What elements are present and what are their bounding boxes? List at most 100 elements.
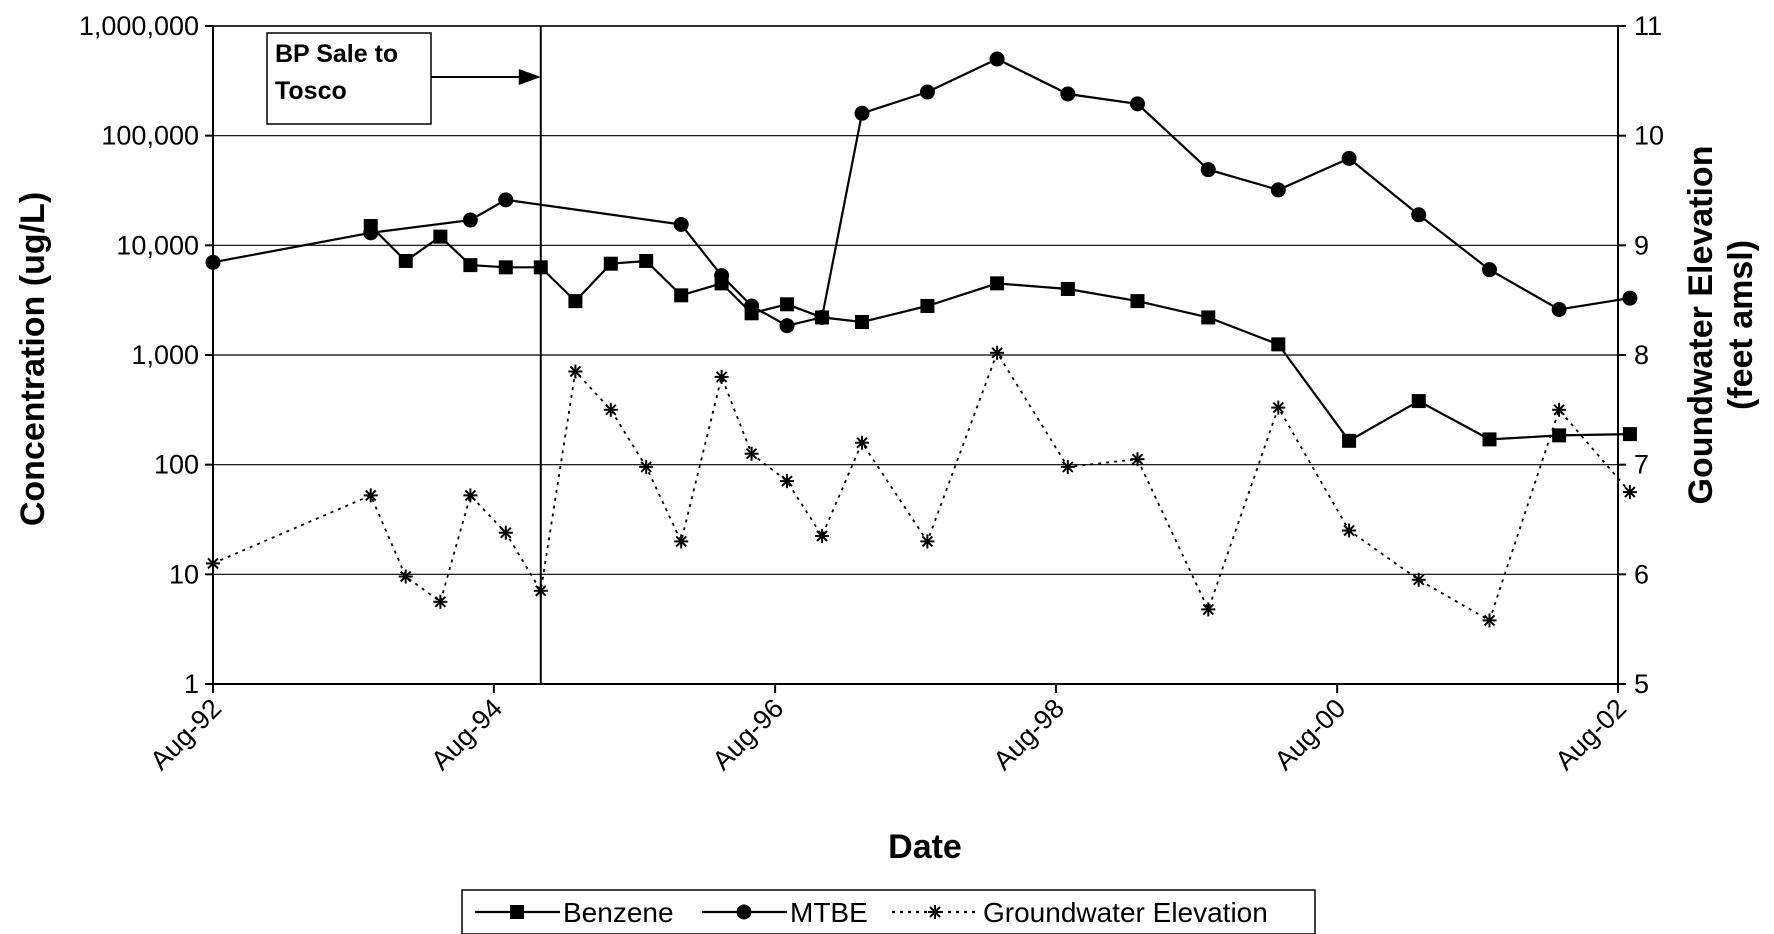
series-1-point-19 [1551, 301, 1567, 317]
annotation-box [266, 32, 432, 125]
y-left-tick-label-5: 100,000 [101, 121, 199, 151]
series-1-point-20 [1622, 290, 1638, 306]
series-0-point-24 [1552, 428, 1567, 443]
legend-mtbe-marker [736, 904, 752, 920]
series-2-point-12 [744, 446, 759, 461]
series-1-point-8 [814, 309, 830, 325]
series-1-point-0 [205, 254, 221, 270]
x-tick-label-3: Aug-98 [987, 693, 1070, 776]
legend: Benzene MTBE Groundwater Elevation [461, 889, 1316, 934]
series-0-point-6 [568, 294, 583, 309]
series-2-point-7 [568, 364, 583, 379]
series-2-point-17 [990, 345, 1005, 360]
series-0-point-16 [990, 276, 1005, 291]
x-tick-label-2: Aug-96 [707, 693, 790, 776]
series-1-point-14 [1200, 162, 1216, 178]
series-2-point-18 [1060, 459, 1075, 474]
series-2-point-14 [815, 529, 829, 543]
series-0-point-2 [433, 229, 448, 244]
series-0-point-17 [1060, 281, 1075, 296]
series-0-point-1 [398, 253, 413, 268]
series-0-point-8 [639, 253, 654, 268]
series-2-point-23 [1411, 572, 1426, 587]
series-2-point-21 [1271, 400, 1286, 415]
series-1-point-4 [673, 216, 689, 232]
y-right-tick-label-6: 11 [1634, 11, 1662, 41]
legend-mtbe-label: MTBE [790, 897, 868, 928]
y-right-tick-label-5: 10 [1634, 121, 1664, 151]
series-2-point-24 [1482, 613, 1497, 628]
y-right-tick-label-2: 7 [1634, 450, 1649, 480]
series-2-point-8 [603, 402, 618, 417]
y-left-tick-label-6: 1,000,000 [79, 11, 199, 41]
series-1-point-15 [1270, 182, 1286, 198]
series-1-point-16 [1341, 150, 1357, 166]
series-1-point-13 [1129, 96, 1145, 112]
series-0-point-3 [463, 258, 478, 273]
annotation-text-line2: Tosco [275, 77, 347, 105]
series-2-point-0 [206, 556, 220, 571]
series-2-point-13 [780, 474, 794, 489]
series-0-point-9 [674, 288, 689, 303]
series-1 [205, 51, 1638, 334]
series-2-point-15 [855, 435, 869, 450]
y-right-tick-label-0: 5 [1634, 669, 1649, 699]
series-0 [363, 219, 1637, 448]
x-tick-label-5: Aug-02 [1549, 693, 1632, 776]
series-1-point-6 [744, 298, 760, 314]
legend-benzene-marker [510, 905, 524, 919]
series-2-point-20 [1201, 602, 1216, 617]
series-0-point-22 [1411, 394, 1426, 409]
series-0-point-12 [780, 297, 795, 312]
series-2-point-9 [639, 459, 654, 474]
series-1-point-3 [498, 192, 514, 208]
series-0-point-20 [1271, 337, 1286, 352]
series-2 [206, 345, 1637, 628]
legend-gw-label: Groundwater Elevation [983, 897, 1268, 928]
series-0-point-25 [1622, 427, 1637, 442]
series-2-point-19 [1130, 452, 1145, 467]
series-0-point-14 [855, 314, 870, 329]
legend-box [461, 889, 1316, 934]
y-axis-right-title-line2: (feet amsl) [1722, 240, 1760, 410]
series-2-point-4 [463, 488, 478, 503]
series-2-point-3 [433, 594, 448, 609]
series-0-point-19 [1201, 310, 1216, 325]
series-1-point-11 [989, 51, 1005, 67]
series-0-point-4 [498, 260, 513, 275]
series-2-point-5 [498, 525, 513, 540]
series-1-point-17 [1411, 207, 1427, 223]
series-0-point-18 [1130, 294, 1145, 309]
x-axis-title: Date [888, 828, 962, 866]
y-right-tick-label-1: 6 [1634, 559, 1649, 589]
series-2-point-26 [1622, 485, 1637, 500]
y-right-tick-label-3: 8 [1634, 340, 1649, 370]
series-line-2 [212, 350, 1631, 622]
axis-ticks: 1 10 100 1,000 10,000 100,000 1,000,000 5 6 7 8 9 10… [79, 11, 1664, 776]
annotation-group: BP Sale to Tosco [266, 26, 542, 684]
series-1-point-5 [714, 268, 730, 284]
series-1-point-10 [919, 84, 935, 100]
annotation-arrow-head [518, 69, 541, 85]
annotation-text-line1: BP Sale to [275, 40, 398, 68]
series-1-point-7 [779, 318, 795, 334]
series-0-point-23 [1482, 432, 1497, 447]
series-2-point-1 [363, 488, 378, 503]
series-2-point-2 [398, 569, 413, 584]
y-right-tick-label-4: 9 [1634, 230, 1649, 260]
y-axis-right-title-line1: Goundwater Elevation [1682, 146, 1720, 505]
series-2-point-16 [920, 534, 935, 549]
series-2-point-10 [674, 534, 689, 549]
y-left-tick-label-3: 1,000 [131, 340, 199, 370]
y-left-tick-label-0: 1 [184, 669, 199, 699]
legend-gw-marker [928, 905, 942, 919]
y-axis-left-title: Concentration (ug/L) [14, 192, 52, 526]
series-1-point-18 [1482, 262, 1498, 278]
series-2-point-22 [1342, 523, 1357, 538]
series-1-point-2 [462, 212, 478, 228]
series-0-point-7 [603, 256, 618, 271]
x-tick-label-1: Aug-94 [425, 693, 508, 776]
series-1-point-9 [854, 105, 870, 121]
x-tick-label-0: Aug-92 [144, 693, 227, 776]
